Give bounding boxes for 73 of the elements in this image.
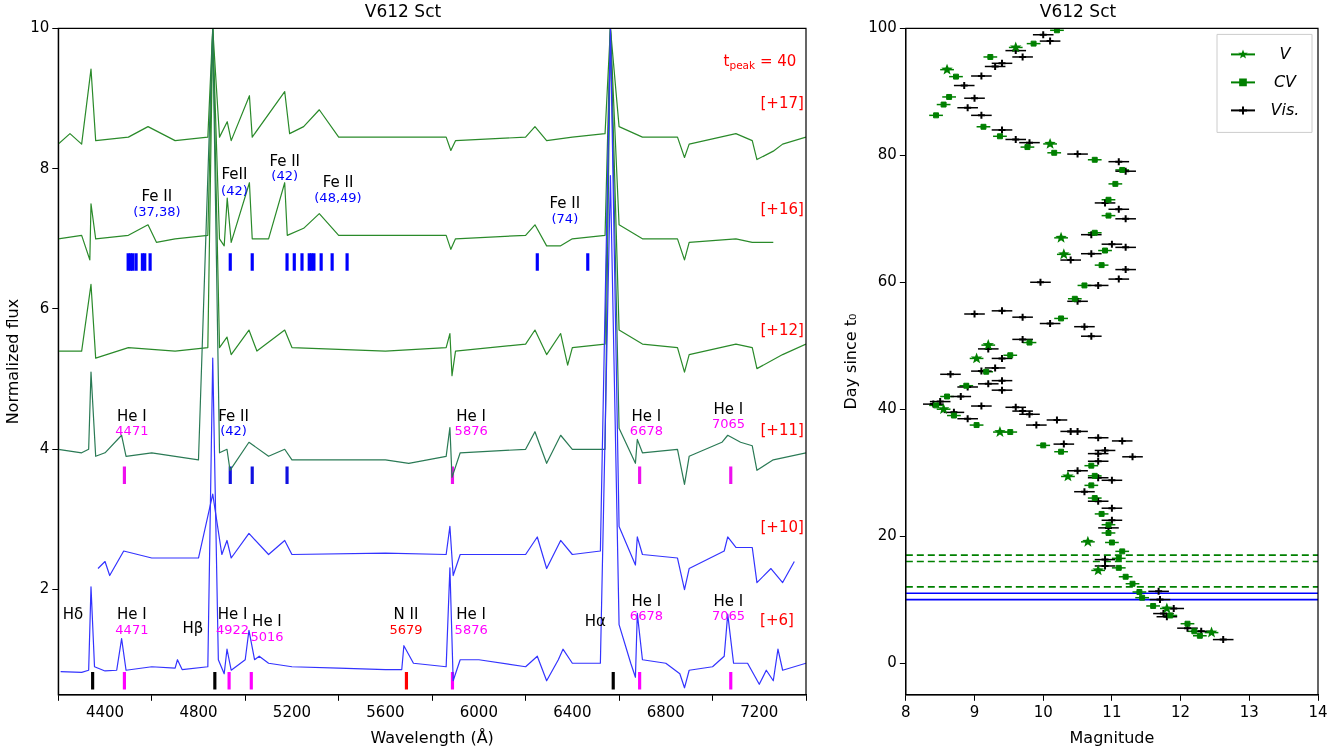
x-axis-title: Wavelength (Å): [370, 727, 494, 747]
y-axis-title: Normalized flux: [2, 298, 22, 425]
annotation: 7065: [711, 416, 745, 432]
x-tick-label: 4800: [179, 702, 218, 721]
annotation: Fe II: [141, 186, 173, 205]
annotation: Fe II: [322, 172, 354, 191]
y-tick-label: 6: [39, 298, 50, 317]
annotation: [+6]: [760, 611, 794, 630]
annotation: 6678: [629, 423, 663, 439]
annotation: He I: [217, 605, 248, 624]
x-tick-label: 5600: [366, 702, 405, 721]
y-tick-label: 4: [39, 439, 50, 458]
annotation: He I: [252, 612, 282, 631]
annotation: 5016: [250, 628, 284, 644]
legend-label: CV: [1273, 71, 1298, 91]
annotation: (37,38): [133, 203, 181, 219]
annotation: He I: [117, 605, 147, 624]
y-tick-label: 20: [877, 526, 897, 545]
annotation: 5679: [389, 622, 423, 638]
annotation: He I: [456, 605, 487, 624]
x-tick-label: 4400: [85, 702, 125, 721]
annotation: 7065: [711, 608, 745, 624]
y-tick-label: 40: [877, 399, 897, 418]
x-tick-label: 9: [969, 702, 980, 721]
annotation: (42): [221, 182, 248, 198]
y-tick-label: 100: [868, 18, 897, 37]
annotation: He I: [631, 592, 662, 611]
x-tick-label: 13: [1239, 702, 1259, 721]
y-tick-label: 8: [39, 158, 50, 177]
annotation: Hδ: [62, 605, 84, 624]
chart-title: V612 Sct: [364, 0, 442, 21]
annotation: N II: [393, 605, 419, 624]
y-tick-label: 2: [39, 579, 50, 598]
x-axis-title: Magnitude: [1069, 727, 1155, 747]
annotation: 5876: [454, 622, 488, 638]
annotation: (48,49): [314, 189, 362, 205]
annotation: He I: [713, 592, 744, 611]
x-tick-label: 6400: [553, 702, 592, 721]
legend-label: Vis.: [1270, 99, 1300, 119]
annotation: 4471: [115, 423, 149, 439]
y-tick-label: 60: [877, 272, 897, 291]
y-tick-label: 0: [887, 652, 897, 671]
x-tick-label: 6800: [646, 702, 685, 721]
annotation: [+10]: [760, 518, 804, 537]
x-tick-label: 7200: [740, 702, 779, 721]
annotation: (74): [551, 210, 579, 226]
legend-label: V: [1279, 43, 1292, 63]
annotation: [+12]: [760, 321, 804, 340]
annotation: Fe II: [549, 194, 581, 213]
annotation: He I: [713, 399, 744, 418]
y-axis-title: Day since t₀: [840, 313, 860, 410]
annotation: Hβ: [182, 618, 204, 637]
x-tick-label: 12: [1171, 702, 1191, 721]
annotation: He I: [631, 406, 662, 425]
annotation: [+16]: [760, 199, 804, 218]
annotation: [+17]: [760, 94, 804, 113]
annotation: 5876: [454, 423, 488, 439]
annotation: (42): [220, 423, 247, 439]
annotation: 4471: [115, 622, 149, 638]
x-tick-label: 14: [1308, 702, 1328, 721]
y-tick-label: 10: [30, 18, 50, 37]
annotation: [+11]: [760, 420, 804, 439]
x-tick-label: 8: [901, 702, 911, 721]
annotation: Fe II: [218, 406, 249, 425]
x-tick-label: 6000: [459, 702, 498, 721]
annotation: He I: [117, 406, 147, 425]
x-tick-label: 10: [1033, 702, 1053, 721]
x-tick-label: 11: [1102, 702, 1122, 721]
chart-title: V612 Sct: [1039, 0, 1117, 21]
x-tick-label: 5200: [272, 702, 312, 721]
annotation: He I: [456, 406, 487, 425]
y-tick-label: 80: [877, 145, 897, 164]
annotation: FeII: [221, 164, 248, 183]
